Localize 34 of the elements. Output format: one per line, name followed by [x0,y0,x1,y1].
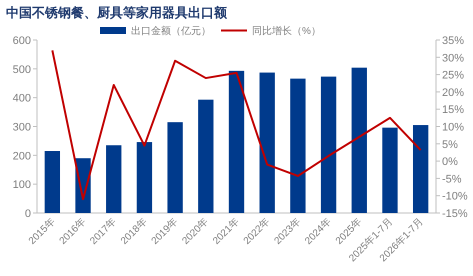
y-tick-label: 600 [12,35,31,47]
bar [382,128,398,213]
legend-label: 出口金额（亿元） [131,25,211,37]
y2-tick-label: -5% [442,173,462,186]
bar [260,72,275,213]
bar [320,76,336,213]
y2-tick-label: 35% [442,35,464,47]
bar [412,125,428,213]
bar [198,100,214,213]
y2-tick-label: 20% [442,86,464,99]
y2-tick-label: 30% [442,52,464,64]
bar [106,145,122,213]
y2-tick-label: 5% [442,138,458,151]
bar [167,122,183,213]
y-tick-label: 0 [24,208,31,220]
y-tick-label: 100 [12,179,31,192]
y2-tick-label: 10% [442,122,464,134]
y2-tick-label: 15% [442,104,464,116]
bar [290,78,306,213]
y2-tick-label: -10% [442,190,468,203]
y-tick-label: 400 [12,92,31,105]
bar [44,151,60,213]
bar [228,70,244,213]
legend-label: 同比增长（%） [252,25,321,37]
y-tick-label: 300 [12,122,31,134]
line-series [51,49,422,200]
y2-tick-label: -15% [442,208,468,220]
y-tick-label: 500 [12,64,31,76]
bar [352,68,367,213]
y2-tick-label: 25% [442,70,464,82]
chart-title: 中国不锈钢餐、厨具等家用器具出口额 [6,5,228,20]
y2-tick-label: 0% [442,156,458,168]
bar [136,142,152,213]
y-tick-label: 200 [12,150,31,162]
